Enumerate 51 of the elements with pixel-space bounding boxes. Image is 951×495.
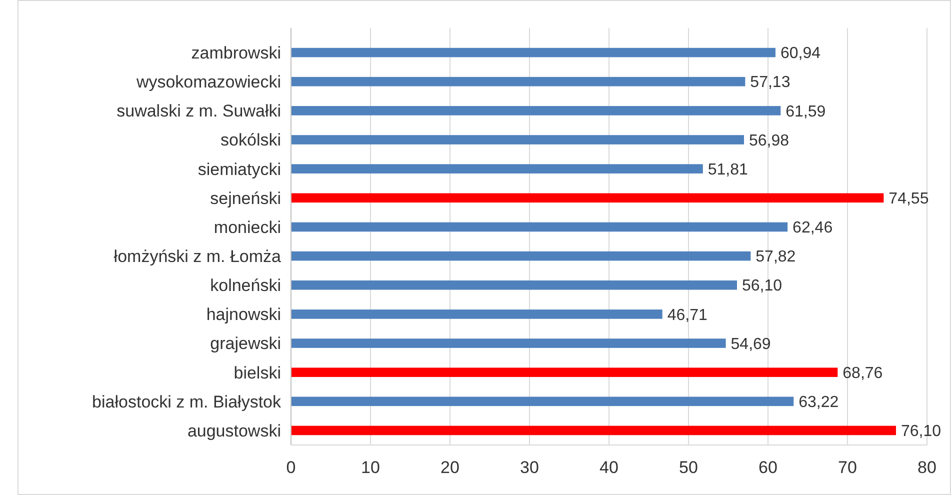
y-tick-label: bielski [234, 363, 281, 382]
data-label: 57,13 [750, 74, 790, 92]
y-tick-label: zambrowski [191, 43, 281, 62]
data-label: 54,69 [730, 336, 771, 353]
bar [291, 368, 838, 377]
bar [291, 310, 662, 319]
data-label: 76,10 [900, 423, 942, 440]
x-tick-label: 0 [286, 458, 296, 477]
data-label: 46,71 [667, 306, 708, 324]
bar [291, 164, 703, 174]
data-label: 56,98 [748, 132, 790, 150]
data-label: 62,46 [792, 220, 833, 237]
y-tick-label: kolneński [210, 276, 281, 296]
y-tick-label: siemiatycki [198, 160, 281, 179]
bar [291, 251, 751, 261]
x-tick-label: 10 [361, 458, 380, 477]
bar [291, 426, 896, 436]
x-tick-label: 80 [918, 458, 936, 477]
bar [291, 338, 726, 348]
y-tick-label: wysokomazowiecki [135, 72, 281, 92]
x-tick-label: 20 [440, 458, 460, 477]
bar [291, 48, 776, 58]
x-tick-label: 60 [758, 458, 778, 477]
bar [291, 135, 744, 144]
bar [291, 222, 788, 232]
bar [291, 280, 737, 290]
y-tick-label: moniecki [214, 218, 281, 237]
x-tick-label: 30 [520, 458, 539, 477]
data-label: 60,94 [780, 45, 821, 62]
bar [291, 193, 884, 203]
x-tick-label: 70 [838, 458, 857, 477]
y-tick-label: suwalski z m. Suwałki [116, 102, 281, 121]
data-label: 57,82 [756, 248, 796, 266]
data-label: 51,81 [708, 161, 748, 178]
data-label: 56,10 [742, 278, 782, 295]
y-tick-label: grajewski [210, 334, 281, 354]
data-label: 61,59 [786, 103, 826, 120]
y-tick-label: sokólski [220, 130, 281, 150]
x-tick-label: 40 [600, 458, 618, 477]
y-tick-label: sejneński [210, 188, 281, 208]
data-label: 63,22 [798, 394, 839, 411]
data-label: 68,76 [842, 364, 883, 382]
y-tick-label: hajnowski [206, 305, 281, 324]
data-label: 74,55 [888, 190, 929, 208]
y-tick-label: augustowski [187, 421, 281, 440]
y-tick-label: łomżyński z m. Łomża [114, 246, 282, 266]
y-tick-label: białostocki z m. Białystok [92, 392, 282, 412]
bar [291, 76, 746, 86]
x-tick-label: 50 [679, 458, 698, 477]
bar [291, 106, 781, 116]
bar [291, 396, 794, 406]
